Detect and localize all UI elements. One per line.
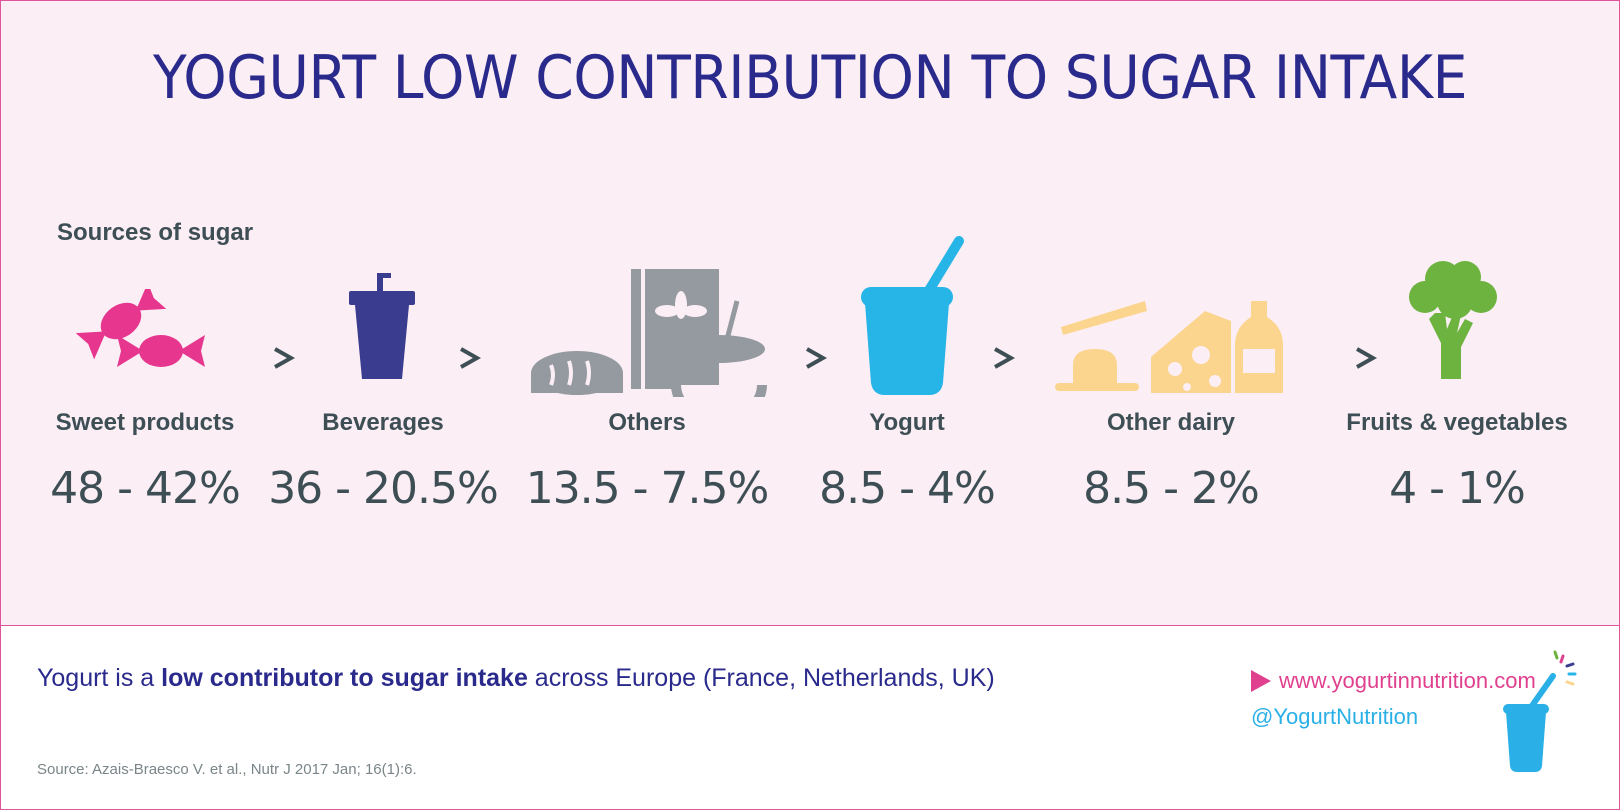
category-value-fruits-vegetables: 4 - 1%	[1389, 463, 1526, 514]
website-link[interactable]: www.yogurtinnutrition.com	[1279, 668, 1536, 693]
yogurt-cup-icon	[861, 236, 964, 395]
category-label-fruits-vegetables: Fruits & vegetables	[1346, 409, 1568, 436]
page-title: YOGURT LOW CONTRIBUTION TO SUGAR INTAKE	[153, 43, 1467, 113]
statement-post: across Europe (France, Netherlands, UK)	[527, 664, 995, 692]
bread-cereal-icon	[531, 269, 767, 397]
broccoli-icon	[1409, 261, 1497, 379]
category-value-yogurt: 8.5 - 4%	[819, 463, 996, 514]
statement: Yogurt is a low contributor to sugar int…	[37, 664, 995, 693]
website-row: www.yogurtinnutrition.com	[1251, 668, 1536, 694]
candy-icon	[75, 289, 205, 367]
separator-4	[994, 347, 1015, 369]
social-handle-link[interactable]: @YogurtNutrition	[1251, 704, 1419, 729]
statement-pre: Yogurt is a	[37, 664, 162, 692]
footer: Yogurt is a low contributor to sugar int…	[1, 625, 1619, 809]
source-citation: Source: Azais-Braesco V. et al., Nutr J …	[37, 761, 417, 778]
category-label-other-dairy: Other dairy	[1106, 409, 1236, 436]
play-arrow-icon	[1251, 670, 1271, 692]
category-label-sweet-products: Sweet products	[55, 409, 235, 436]
dairy-icon	[1055, 301, 1283, 393]
category-label-others: Others	[608, 409, 686, 436]
category-value-beverages: 36 - 20.5%	[268, 463, 499, 514]
separator-1	[274, 347, 295, 369]
category-value-other-dairy: 8.5 - 2%	[1083, 463, 1260, 514]
category-value-others: 13.5 - 7.5%	[525, 463, 770, 514]
separator-5	[1356, 347, 1377, 369]
sources-label: Sources of sugar	[57, 219, 254, 246]
yogurt-logo-icon	[1503, 650, 1577, 772]
category-value-sweet-products: 48 - 42%	[50, 463, 241, 514]
category-label-beverages: Beverages	[322, 409, 444, 436]
category-label-yogurt: Yogurt	[869, 409, 945, 436]
drink-cup-icon	[349, 273, 415, 379]
statement-bold: low contributor to sugar intake	[161, 664, 528, 692]
separator-2	[460, 347, 481, 369]
separator-3	[806, 347, 827, 369]
